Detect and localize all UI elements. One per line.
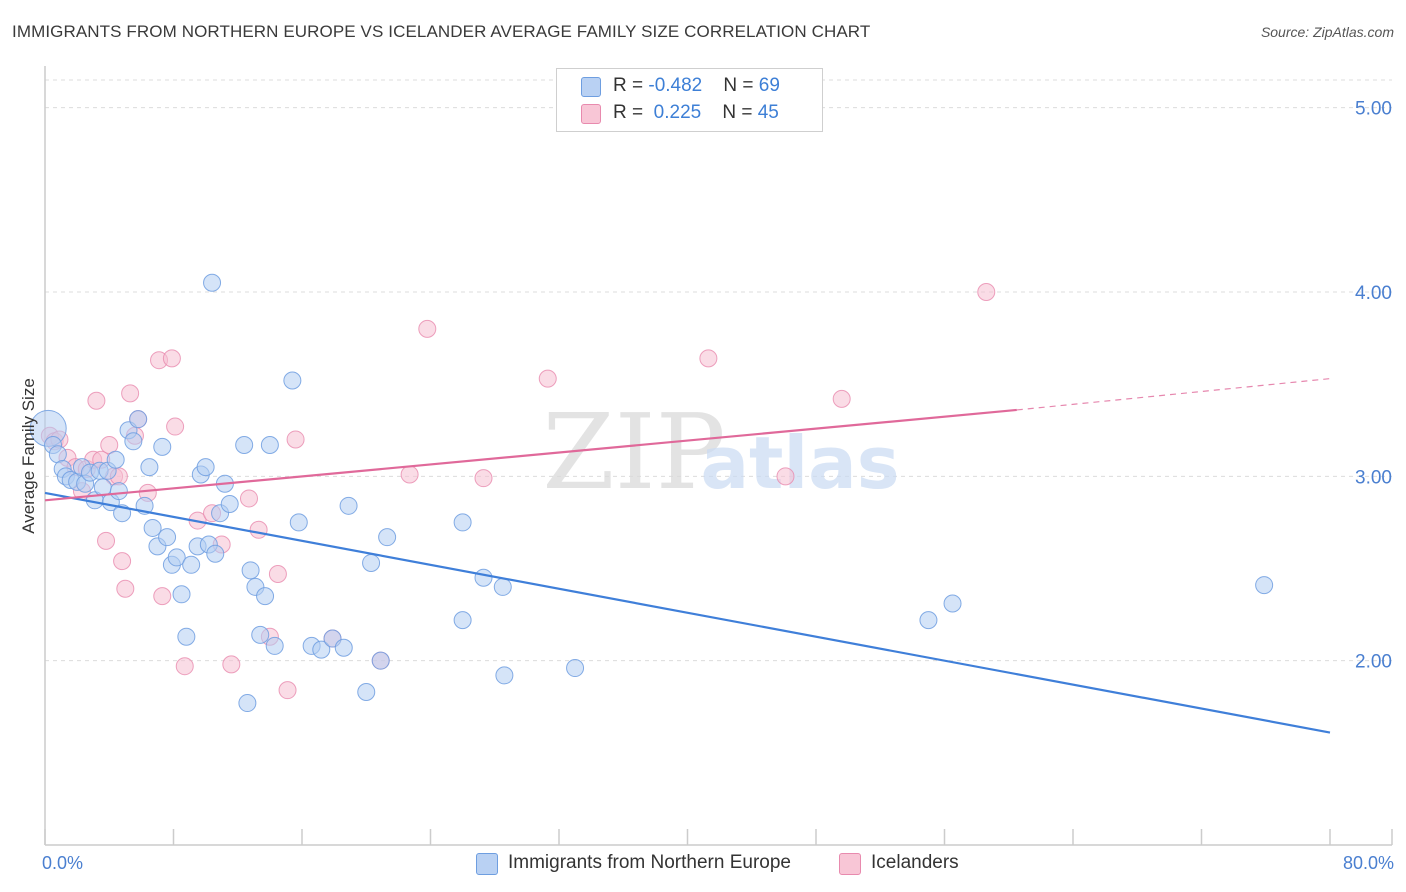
northern-europe-point — [251, 625, 270, 644]
icelanders-point — [268, 565, 287, 584]
northern-europe-point — [158, 528, 177, 547]
icelanders-point — [153, 587, 172, 606]
source-credit: Source: ZipAtlas.com — [1260, 24, 1394, 40]
northern-europe-point — [371, 651, 390, 670]
northern-europe-point — [495, 666, 514, 685]
northern-europe-point — [241, 561, 260, 580]
icelanders-point — [222, 655, 241, 674]
icelanders-point — [162, 349, 181, 368]
northern-europe-point — [283, 371, 302, 390]
legend-swatch-blue — [581, 77, 601, 97]
northern-europe-point — [143, 518, 162, 537]
northern-europe-point — [206, 544, 225, 563]
northern-europe-point — [196, 458, 215, 477]
legend-blue-r-label: R = — [613, 75, 649, 96]
legend-blue-n-value: 69 — [758, 75, 780, 96]
legend-blue-r-value: -0.482 — [648, 75, 703, 96]
northern-europe-point — [167, 548, 186, 567]
icelanders-point — [97, 531, 116, 550]
y-tick-label: 5.00 — [1355, 99, 1392, 120]
icelanders-point — [116, 579, 135, 598]
legend-swatch-pink — [581, 104, 601, 124]
northern-europe-point — [339, 496, 358, 515]
legend-pink-r-label: R = — [613, 102, 649, 123]
northern-europe-point — [153, 437, 172, 456]
northern-europe-point — [357, 683, 376, 701]
northern-europe-point — [124, 432, 143, 451]
y-axis-title: Average Family Size — [19, 378, 38, 534]
legend-pink-r-value: 0.225 — [648, 102, 702, 123]
northern-europe-point — [182, 555, 201, 574]
icelanders-point — [175, 657, 194, 676]
icelanders-point — [166, 417, 185, 436]
icelanders-point — [113, 552, 132, 571]
northern-europe-point — [220, 494, 239, 513]
northern-europe-point — [106, 450, 125, 469]
y-tick-label: 3.00 — [1355, 467, 1392, 488]
correlation-legend: R = -0.482 N = 69 R = 0.225 N = 45 — [556, 68, 823, 132]
bottom-legend-blue-label: Immigrants from Northern Europe — [508, 852, 791, 873]
northern-europe-point — [1255, 576, 1274, 595]
icelanders-point — [249, 520, 268, 539]
icelanders-point — [121, 384, 140, 403]
watermark: ZIP atlas — [542, 391, 899, 513]
icelanders-point — [538, 369, 557, 388]
icelanders-trend-extension — [1016, 378, 1331, 411]
northern-europe-point — [109, 482, 128, 501]
trend-lines — [44, 378, 1331, 734]
icelanders-point — [87, 391, 106, 410]
icelanders-point — [418, 319, 437, 338]
northern-europe-point — [943, 594, 962, 613]
chart-title: IMMIGRANTS FROM NORTHERN EUROPE VS ICELA… — [12, 22, 871, 41]
axes — [44, 66, 1393, 846]
northern-europe-point — [474, 568, 493, 587]
northern-europe-point — [334, 638, 353, 657]
northern-europe-point — [453, 611, 472, 630]
bottom-legend-swatch-blue — [476, 853, 498, 875]
tick-labels: 2.00 3.00 4.00 5.00 0.0% 80.0% — [42, 99, 1394, 873]
icelanders-point — [832, 389, 851, 408]
northern-europe-point — [378, 528, 397, 547]
bottom-legend-pink-label: Icelanders — [871, 852, 959, 873]
y-tick-label: 2.00 — [1355, 652, 1392, 673]
x-tick-label-start: 0.0% — [42, 853, 83, 873]
northern-europe-point — [172, 585, 191, 604]
northern-europe-point — [289, 513, 308, 532]
northern-europe-trend-line — [44, 491, 1331, 734]
x-tick-label-end: 80.0% — [1343, 853, 1394, 873]
icelanders-point — [286, 430, 305, 449]
legend-pink-n-value: 45 — [757, 102, 779, 123]
northern-europe-point — [140, 458, 159, 477]
northern-europe-point — [312, 640, 331, 659]
icelanders-point — [699, 349, 718, 368]
northern-europe-point — [362, 553, 381, 572]
northern-europe-point — [177, 627, 196, 646]
northern-europe-point — [256, 587, 275, 606]
northern-europe-point — [235, 435, 254, 454]
icelanders-point — [474, 469, 493, 488]
northern-europe-point — [453, 513, 472, 532]
icelanders-point — [977, 282, 996, 301]
icelanders-point — [278, 681, 297, 700]
northern-europe-point — [238, 694, 257, 713]
legend-pink-n-label: N = — [722, 102, 758, 123]
northern-europe-point — [260, 435, 279, 454]
icelanders-trend-line — [44, 408, 1017, 502]
northern-europe-point — [493, 577, 512, 596]
northern-europe-point — [203, 273, 222, 292]
bottom-legend-swatch-pink — [839, 853, 861, 875]
northern-europe-point — [919, 611, 938, 630]
y-tick-label: 4.00 — [1355, 283, 1392, 304]
icelanders-point — [239, 489, 258, 508]
northern-europe-point — [566, 659, 585, 678]
icelanders-point — [400, 465, 419, 484]
watermark-atlas: atlas — [700, 421, 899, 505]
icelanders-point — [776, 467, 795, 486]
northern-europe-point — [129, 410, 148, 429]
legend-blue-n-label: N = — [723, 75, 759, 96]
northern-europe-point — [265, 636, 284, 655]
